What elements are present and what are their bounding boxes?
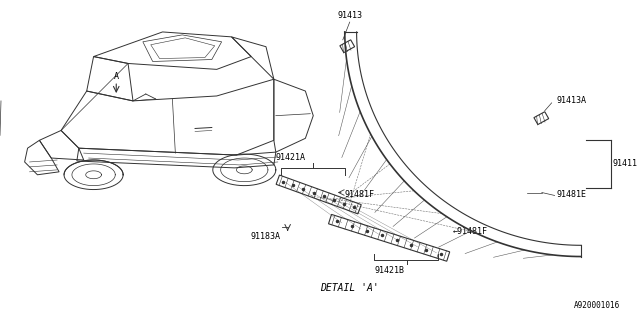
Text: 91413A: 91413A [557, 96, 587, 105]
Text: 91421B: 91421B [374, 266, 404, 276]
Text: 91411: 91411 [612, 159, 637, 168]
Text: A: A [114, 72, 119, 81]
Text: ←91481F: ←91481F [453, 228, 488, 236]
Text: 91421A: 91421A [276, 153, 306, 162]
Text: 91183A: 91183A [251, 232, 281, 241]
Text: 91413: 91413 [337, 11, 362, 20]
Text: A920001016: A920001016 [574, 301, 621, 310]
Text: 91481E: 91481E [557, 190, 587, 199]
Text: DETAIL 'A': DETAIL 'A' [321, 283, 379, 293]
Text: 91481F: 91481F [345, 190, 375, 199]
